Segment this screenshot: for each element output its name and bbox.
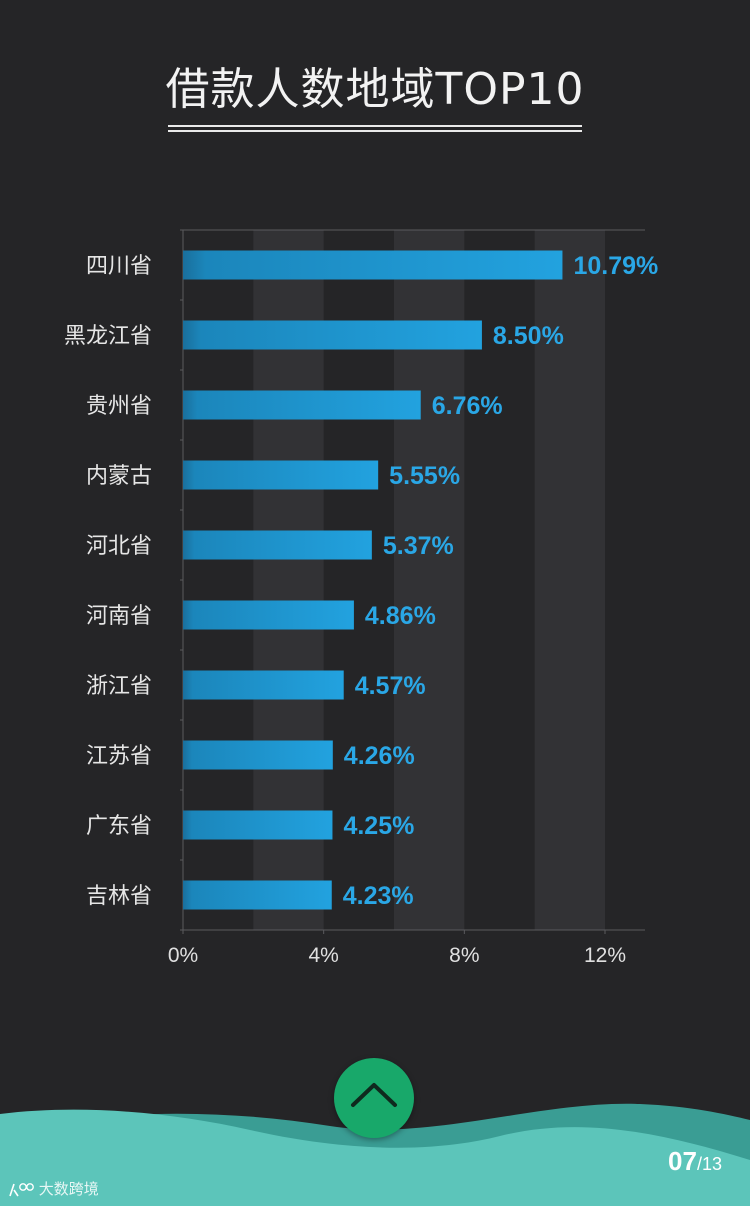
category-label: 江苏省	[86, 744, 152, 769]
data-label: 5.55%	[389, 462, 460, 490]
category-label: 贵州省	[86, 394, 152, 419]
scroll-up-button[interactable]	[334, 1058, 414, 1138]
data-label: 4.23%	[343, 882, 414, 910]
brand-logo-icon	[9, 1182, 34, 1196]
title-underline-top	[168, 125, 582, 127]
bar	[183, 670, 344, 700]
category-label: 河南省	[86, 604, 152, 629]
data-label: 4.86%	[365, 602, 436, 630]
data-label: 4.25%	[343, 812, 414, 840]
category-label: 四川省	[86, 254, 152, 279]
x-tick-labels: 0% 4% 8% 12%	[168, 944, 626, 967]
data-label: 6.76%	[432, 392, 503, 420]
x-tick-label: 12%	[584, 944, 626, 967]
chevron-up-icon	[351, 1083, 397, 1107]
data-label: 4.26%	[344, 742, 415, 770]
x-tick-label: 0%	[168, 944, 198, 967]
decorative-wave	[0, 1103, 750, 1206]
x-tick-label: 4%	[308, 944, 338, 967]
bar	[183, 880, 332, 910]
watermark: 大数跨境	[8, 1178, 99, 1199]
category-label: 吉林省	[86, 884, 152, 909]
wave-front	[0, 1109, 750, 1206]
category-label: 河北省	[86, 534, 152, 559]
category-label: 浙江省	[86, 674, 152, 699]
data-label: 10.79%	[573, 252, 658, 280]
data-label: 5.37%	[383, 532, 454, 560]
bars	[183, 250, 563, 910]
x-tick-label: 8%	[449, 944, 479, 967]
grid-band	[534, 230, 605, 930]
title-underline-bottom	[168, 130, 582, 132]
watermark-text: 大数跨境	[38, 1180, 99, 1198]
category-label: 广东省	[86, 814, 152, 839]
bar	[183, 810, 333, 840]
page-total: /13	[696, 1154, 722, 1174]
page-current: 07	[668, 1146, 697, 1176]
bar	[183, 390, 421, 420]
data-label: 4.57%	[355, 672, 426, 700]
page-counter: 07/13	[668, 1146, 722, 1177]
bar	[183, 320, 482, 350]
bar	[183, 740, 333, 770]
data-label: 8.50%	[493, 322, 564, 350]
category-label: 内蒙古	[86, 464, 152, 489]
bar	[183, 530, 372, 560]
page-title: 借款人数地域TOP10	[165, 64, 585, 115]
category-label: 黑龙江省	[64, 324, 152, 349]
bar	[183, 600, 354, 630]
bar	[183, 460, 379, 490]
bar	[183, 250, 563, 280]
value-labels: 10.79% 8.50% 6.76% 5.55% 5.37% 4.86% 4.57% 4.26…	[343, 252, 658, 910]
